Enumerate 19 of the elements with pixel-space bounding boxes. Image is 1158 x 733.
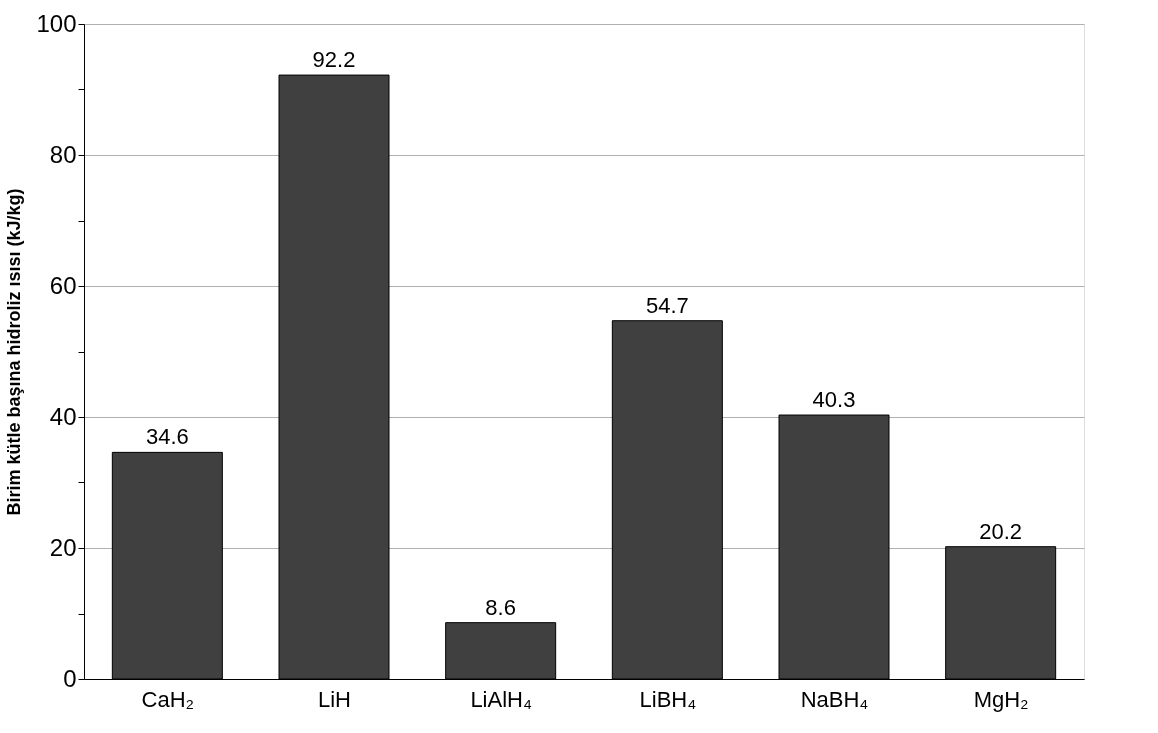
y-tick-label: 60	[49, 271, 77, 299]
y-tick-label: 40	[49, 402, 77, 430]
data-label: 54.7	[645, 292, 689, 318]
y-tick-label: 100	[36, 9, 77, 37]
x-tick-label: NaBH₄	[800, 686, 869, 712]
data-label: 34.6	[145, 424, 189, 450]
data-label: 40.3	[812, 387, 856, 413]
x-tick-label: LiAlH₄	[470, 686, 532, 712]
y-tick-label: 20	[49, 533, 77, 561]
x-tick-label: MgH₂	[973, 686, 1029, 712]
data-label: 92.2	[312, 47, 356, 73]
x-tick-label: LiH	[317, 686, 352, 712]
data-label: 20.2	[979, 518, 1023, 544]
x-tick-label: CaH₂	[141, 686, 195, 712]
y-axis-title: Birim kütle başına hidroliz ısısı (kJ/kg)	[4, 188, 25, 516]
x-tick-label: LiBH₄	[639, 686, 697, 712]
y-tick-label: 0	[63, 664, 77, 692]
y-tick-label: 80	[49, 140, 77, 168]
data-label: 8.6	[485, 594, 516, 620]
